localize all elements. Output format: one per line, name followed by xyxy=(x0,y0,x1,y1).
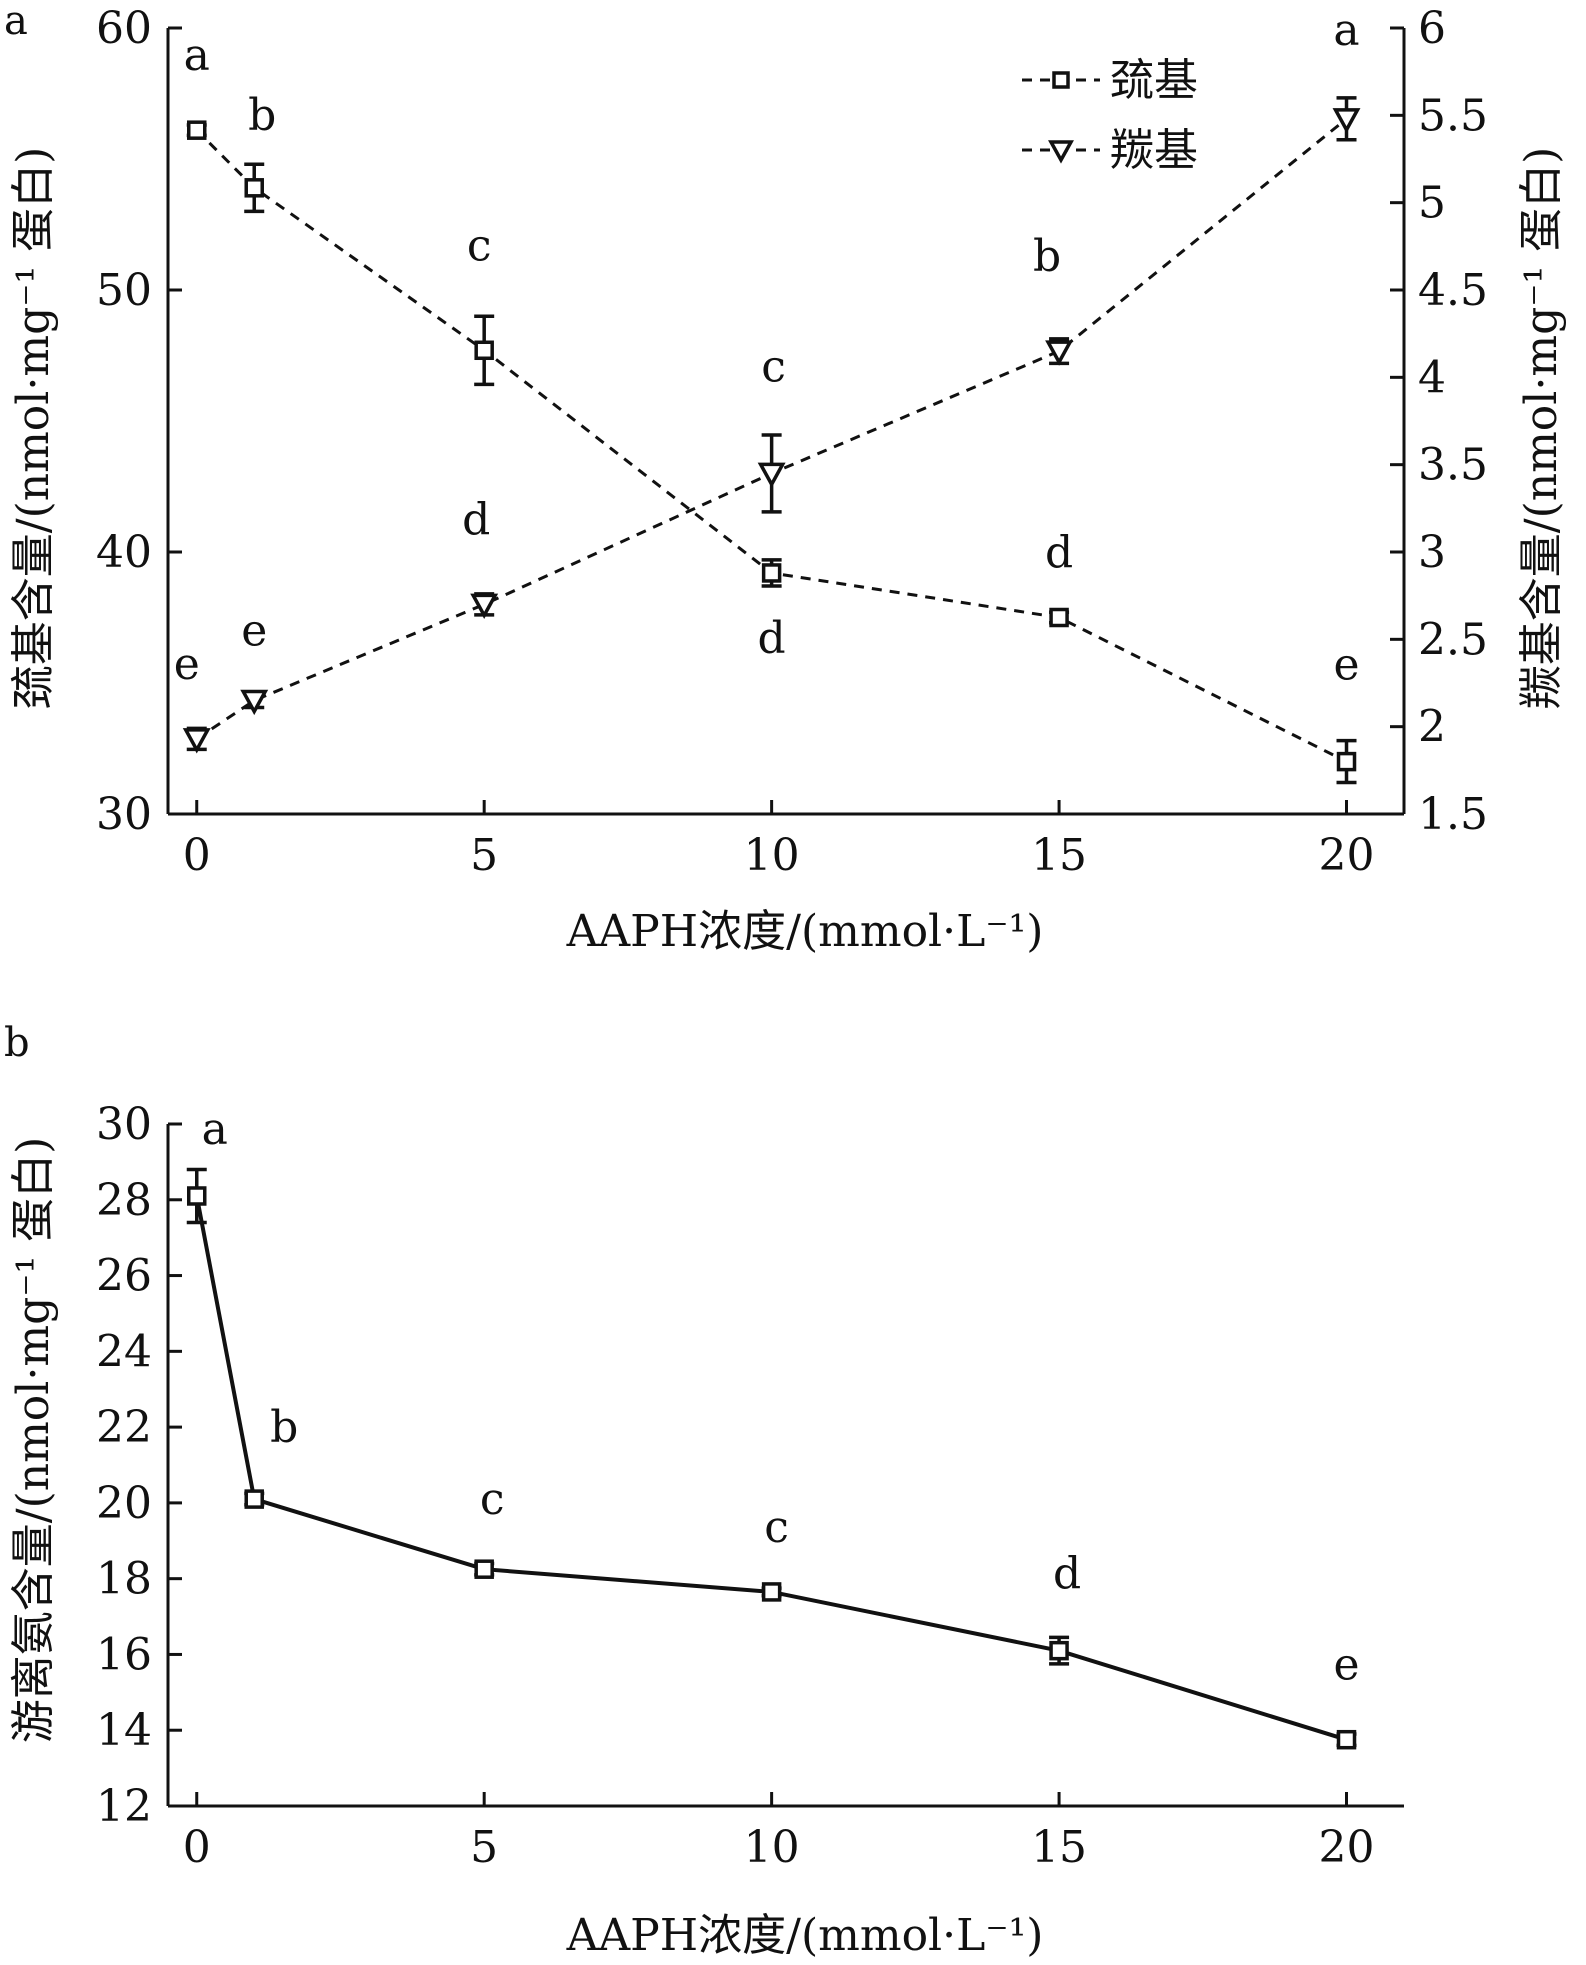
y-tick-label: 14 xyxy=(96,1705,152,1756)
y-tick-label: 20 xyxy=(96,1478,152,1529)
panel-b-y-axis-title: 游离氨含量/(nmol·mg⁻¹ 蛋白) xyxy=(8,1137,59,1744)
significance-label: a xyxy=(1333,5,1359,56)
significance-label: c xyxy=(480,1474,505,1525)
y-tick-label: 50 xyxy=(96,265,152,316)
data-point xyxy=(1049,607,1069,628)
panel-a-y-ticks-right: 1.5 2 2.5 3 3.5 4 4.5 5 5.5 6 xyxy=(1390,3,1488,840)
panel-b-label: b xyxy=(4,1020,30,1066)
data-point xyxy=(1045,340,1074,366)
y-tick-label: 30 xyxy=(96,789,152,840)
panel-b-x-ticks: 0 5 10 15 20 xyxy=(183,1792,1375,1873)
significance-label: d xyxy=(758,613,786,664)
significance-label: e xyxy=(241,605,267,656)
legend-label-thiol: 巯基 xyxy=(1110,55,1198,106)
x-tick-label: 10 xyxy=(744,1822,800,1873)
panel-a-y-ticks: 30 40 50 60 xyxy=(96,3,182,840)
y-tick-label: 28 xyxy=(96,1175,152,1226)
y-tick-label: 60 xyxy=(96,3,152,54)
x-tick-label: 20 xyxy=(1319,1822,1375,1873)
significance-label: c xyxy=(764,1502,789,1553)
x-tick-label: 15 xyxy=(1031,830,1087,881)
panel-b-y-ticks: 12 14 16 18 20 22 24 26 28 30 xyxy=(96,1099,182,1832)
data-point xyxy=(470,593,499,620)
data-point xyxy=(1332,108,1361,134)
significance-label: a xyxy=(202,1104,228,1155)
panel-b-axes xyxy=(166,1124,1404,1808)
data-point xyxy=(1049,1640,1069,1661)
data-point xyxy=(240,689,269,716)
y-tick-label: 18 xyxy=(96,1554,152,1605)
y-tick-label-right: 5 xyxy=(1418,178,1446,229)
y-tick-label: 24 xyxy=(96,1326,152,1377)
y-tick-label-right: 2.5 xyxy=(1418,614,1488,665)
data-point xyxy=(1336,1729,1357,1750)
x-tick-label: 5 xyxy=(470,1822,498,1873)
data-point xyxy=(182,728,211,754)
y-tick-label-right: 6 xyxy=(1418,3,1446,54)
significance-label: b xyxy=(1033,231,1061,282)
y-tick-label-right: 3 xyxy=(1418,527,1446,578)
x-tick-label: 0 xyxy=(183,1822,211,1873)
legend-label-carbonyl: 羰基 xyxy=(1110,125,1198,176)
series-line xyxy=(195,129,1348,763)
data-point xyxy=(474,340,494,361)
panel-a-chart: a 0 5 10 15 20 30 40 50 60 1.5 2 2.5 3 3.5 4 4.5 5 5.5 6… xyxy=(4,0,1567,957)
legend-marker-carbonyl xyxy=(1048,140,1074,164)
x-tick-label: 15 xyxy=(1031,1822,1087,1873)
y-tick-label: 30 xyxy=(96,1099,152,1150)
y-tick-label-right: 4 xyxy=(1418,352,1446,403)
significance-label: e xyxy=(1333,1640,1359,1691)
data-point xyxy=(761,1582,782,1602)
y-tick-label: 40 xyxy=(96,527,152,578)
y-tick-label: 26 xyxy=(96,1251,152,1302)
x-tick-label: 5 xyxy=(470,830,498,881)
significance-label: d xyxy=(1045,528,1073,579)
y-tick-label-right: 2 xyxy=(1418,702,1446,753)
data-point xyxy=(244,1489,264,1509)
x-tick-label: 20 xyxy=(1319,830,1375,881)
panel-a-legend: 巯基 羰基 xyxy=(1022,55,1198,176)
data-point xyxy=(757,462,786,489)
data-point xyxy=(186,1186,207,1206)
x-tick-label: 10 xyxy=(744,830,800,881)
panel-b-x-axis-title: AAPH浓度/(mmol·L⁻¹) xyxy=(566,1910,1044,1961)
panel-a-y-axis-title-right: 羰基含量/(nmol·mg⁻¹ 蛋白) xyxy=(1516,147,1567,710)
panel-b-chart: b 0 5 10 15 20 12 14 16 18 20 22 24 26 28 30 a b c c d e A… xyxy=(4,1020,1404,1961)
panel-a-y-axis-title: 巯基含量/(nmol·mg⁻¹ 蛋白) xyxy=(8,147,59,710)
data-point xyxy=(474,1559,494,1579)
significance-label: e xyxy=(1333,640,1359,691)
significance-label: b xyxy=(248,90,276,141)
series-line xyxy=(194,1195,1348,1742)
legend-marker-thiol xyxy=(1052,71,1070,89)
y-tick-label-right: 1.5 xyxy=(1418,789,1488,840)
significance-label: d xyxy=(1053,1549,1081,1600)
x-tick-label: 0 xyxy=(183,830,211,881)
data-point xyxy=(1336,751,1357,772)
y-tick-label-right: 5.5 xyxy=(1418,90,1488,141)
panel-a-axes xyxy=(166,28,1406,816)
significance-label: b xyxy=(270,1402,298,1453)
panel-b-series: a b c c d e xyxy=(186,1104,1360,1750)
y-tick-label-right: 4.5 xyxy=(1418,265,1488,316)
significance-label: c xyxy=(467,220,492,271)
panel-a-x-ticks: 0 5 10 15 20 xyxy=(183,800,1375,881)
y-tick-label: 22 xyxy=(96,1402,152,1453)
significance-label: d xyxy=(462,494,490,545)
significance-label: a xyxy=(184,30,210,81)
significance-label: e xyxy=(174,639,200,690)
data-point xyxy=(186,120,207,140)
y-tick-label: 12 xyxy=(96,1781,152,1832)
data-point xyxy=(761,563,782,583)
panel-a-x-axis-title: AAPH浓度/(mmol·L⁻¹) xyxy=(566,906,1044,957)
significance-label: c xyxy=(761,341,786,392)
panel-a-label: a xyxy=(4,0,28,44)
y-tick-label-right: 3.5 xyxy=(1418,440,1488,491)
y-tick-label: 16 xyxy=(96,1629,152,1680)
data-point xyxy=(244,178,264,198)
